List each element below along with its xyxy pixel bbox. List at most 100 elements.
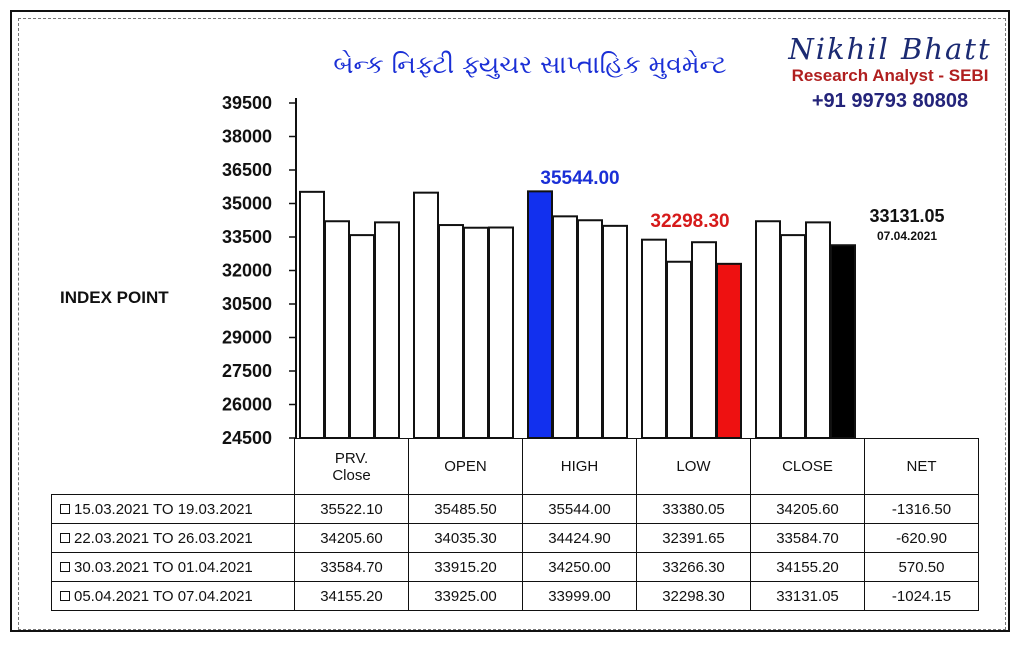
- y-tick-label: 32000: [222, 261, 272, 281]
- table-header-cell: NET: [864, 438, 979, 495]
- table-row-label-text: 05.04.2021 TO 07.04.2021: [74, 587, 253, 605]
- table-header-text: Close: [332, 466, 371, 484]
- y-tick-label: 38000: [222, 127, 272, 147]
- bar-close-week4: [830, 244, 856, 439]
- close-value-label: 33131.05: [869, 206, 944, 226]
- data-table: PRV. Close OPEN HIGH LOW CLOSE NET 15.03.2021 T…: [51, 438, 979, 611]
- table-cell: 34250.00: [522, 552, 637, 582]
- table-cell: 35522.10: [294, 494, 409, 524]
- brand-block: Nikhil Bhatt Research Analyst - SEBI +91…: [775, 32, 1005, 114]
- table-cell: 33925.00: [408, 581, 523, 611]
- chart-title: બેન્ક નિફ્ટી ફ્યુચર સાપ્તાહિક મુવમેન્ટ: [333, 50, 727, 79]
- table-header-row: PRV. Close OPEN HIGH LOW CLOSE NET: [52, 438, 979, 495]
- bar-close-week1: [755, 220, 781, 439]
- table-cell: 570.50: [864, 552, 979, 582]
- legend-square-icon: [60, 590, 70, 601]
- table-header-cell: LOW: [636, 438, 751, 495]
- y-tick-label: 39500: [222, 93, 272, 113]
- y-axis-label: INDEX POINT: [60, 288, 169, 307]
- bar-close-week2: [780, 234, 806, 439]
- bars-group: [299, 190, 856, 439]
- bar-low-week2: [666, 260, 692, 439]
- y-axis: 39500 38000 36500 35000 33500 32000 30500 29000…: [222, 93, 297, 448]
- table-header-text: HIGH: [560, 458, 599, 475]
- y-tick-label: 27500: [222, 361, 272, 381]
- table-cell: 34205.60: [750, 494, 865, 524]
- table-row-label-text: 22.03.2021 TO 26.03.2021: [74, 529, 253, 547]
- bar-prv-close-week2: [324, 220, 350, 439]
- bar-low-week1: [641, 238, 667, 439]
- table-row-label: 22.03.2021 TO 26.03.2021: [51, 523, 295, 553]
- table-row-label-text: 30.03.2021 TO 01.04.2021: [74, 558, 253, 576]
- bar-open-week1: [413, 191, 439, 439]
- bar-prv-close-week4: [374, 221, 400, 439]
- table-header-cell: PRV. Close: [294, 438, 409, 495]
- table-row-label: 05.04.2021 TO 07.04.2021: [51, 581, 295, 611]
- table-cell: 34035.30: [408, 523, 523, 553]
- bar-high-week1: [527, 190, 553, 439]
- table-cell: 34155.20: [750, 552, 865, 582]
- table-cell: 32298.30: [636, 581, 751, 611]
- outer-frame: [10, 10, 1010, 632]
- brand-phone: +91 99793 80808: [811, 90, 969, 112]
- table-header-text: PRV.: [334, 449, 369, 467]
- bar-high-week2: [552, 215, 578, 439]
- table-cell: -620.90: [864, 523, 979, 553]
- bar-low-week3: [691, 241, 717, 439]
- table-cell: 32391.65: [636, 523, 751, 553]
- table-row: 30.03.2021 TO 01.04.2021 33584.70 33915.20…: [51, 552, 979, 582]
- table-cell: 33999.00: [522, 581, 637, 611]
- table-header-cell: CLOSE: [750, 438, 865, 495]
- table-cell: 33380.05: [636, 494, 751, 524]
- table-header-text: CLOSE: [782, 458, 833, 475]
- table-row: 05.04.2021 TO 07.04.2021 34155.20 33925.00…: [51, 581, 979, 611]
- y-tick-label: 36500: [222, 160, 272, 180]
- table-header-text: NET: [906, 458, 937, 475]
- bar-open-week4: [488, 226, 514, 439]
- table-cell: 34424.90: [522, 523, 637, 553]
- brand-name: Nikhil Bhatt: [788, 32, 992, 66]
- y-tick-label: 29000: [222, 328, 272, 348]
- high-value-label: 35544.00: [540, 168, 619, 189]
- low-value-label: 32298.30: [650, 211, 729, 232]
- legend-square-icon: [60, 561, 70, 572]
- table-header-cell: HIGH: [522, 438, 637, 495]
- table-row: 15.03.2021 TO 19.03.2021 35522.10 35485.50…: [51, 494, 979, 524]
- table-row-label: 15.03.2021 TO 19.03.2021: [51, 494, 295, 524]
- bar-prv-close-week3: [349, 234, 375, 439]
- table-cell: 35544.00: [522, 494, 637, 524]
- table-row-label-text: 15.03.2021 TO 19.03.2021: [74, 500, 253, 518]
- table-cell: -1024.15: [864, 581, 979, 611]
- y-tick-label: 33500: [222, 227, 272, 247]
- bar-open-week3: [463, 226, 489, 439]
- legend-square-icon: [60, 532, 70, 543]
- table-cell: 34155.20: [294, 581, 409, 611]
- legend-square-icon: [60, 503, 70, 514]
- table-row-label: 30.03.2021 TO 01.04.2021: [51, 552, 295, 582]
- table-cell: 33584.70: [750, 523, 865, 553]
- bar-high-week3: [577, 219, 603, 439]
- table-cell: 35485.50: [408, 494, 523, 524]
- table-corner: [52, 439, 295, 495]
- bar-high-week4: [602, 224, 628, 439]
- table-cell: 34205.60: [294, 523, 409, 553]
- y-tick-label: 35000: [222, 194, 272, 214]
- table-cell: 33915.20: [408, 552, 523, 582]
- table-cell: 33266.30: [636, 552, 751, 582]
- table-header-text: OPEN: [444, 458, 487, 475]
- bar-low-week4: [716, 262, 742, 439]
- bar-close-week3: [805, 221, 831, 439]
- table-cell: 33131.05: [750, 581, 865, 611]
- table-cell: 33584.70: [294, 552, 409, 582]
- close-date-label: 07.04.2021: [877, 229, 937, 243]
- bar-prv-close-week1: [299, 190, 325, 439]
- bar-open-week2: [438, 224, 464, 439]
- annotations-group: 35544.00 32298.30 33131.05 07.04.2021: [540, 168, 944, 243]
- table-row: 22.03.2021 TO 26.03.2021 34205.60 34035.30…: [51, 523, 979, 553]
- table-header-cell: OPEN: [408, 438, 523, 495]
- brand-role: Research Analyst - SEBI: [791, 66, 989, 85]
- y-tick-label: 26000: [222, 395, 272, 415]
- y-tick-label: 30500: [222, 294, 272, 314]
- y-tick-label: 24500: [222, 428, 272, 448]
